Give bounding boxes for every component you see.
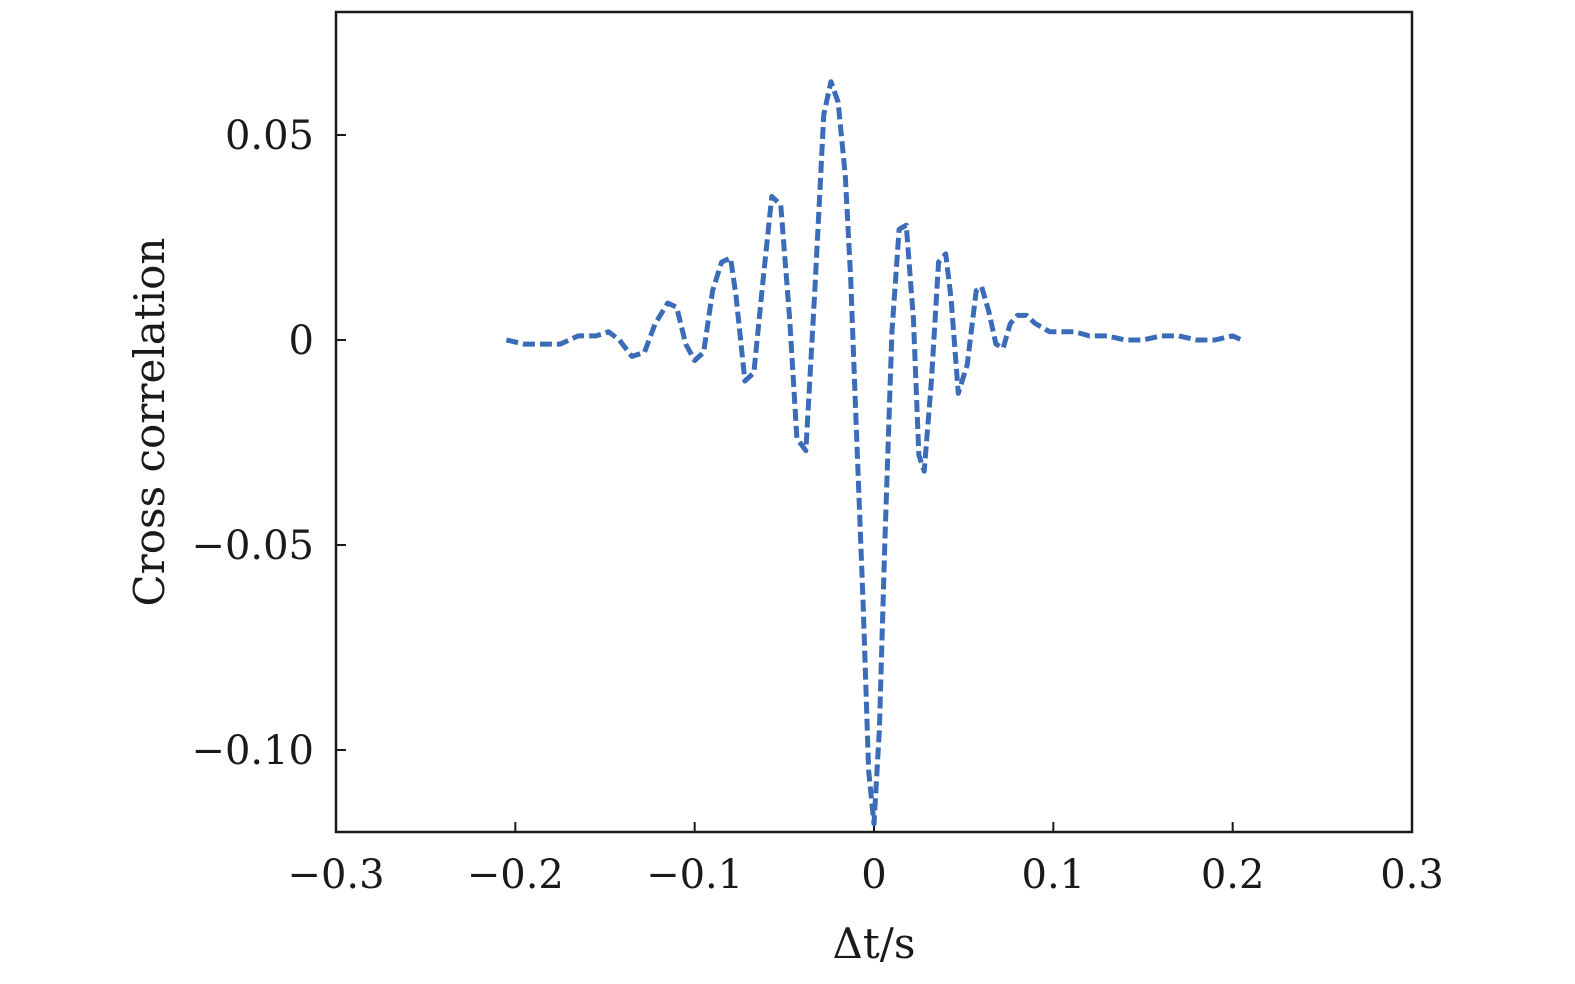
y-tick-label: 0.05 xyxy=(225,113,314,159)
x-tick-label: −0.1 xyxy=(646,852,743,898)
y-tick-label: −0.05 xyxy=(191,523,314,569)
y-tick-label: 0 xyxy=(289,318,314,364)
x-tick-label: −0.3 xyxy=(287,852,384,898)
y-tick-label: −0.10 xyxy=(191,728,314,774)
x-tick-label: 0.1 xyxy=(1022,852,1086,898)
x-axis-ticks: −0.3 −0.2 −0.1 0 0.1 0.2 0.3 xyxy=(287,822,1444,898)
x-tick-label: 0 xyxy=(861,852,886,898)
x-tick-label: 0.2 xyxy=(1201,852,1265,898)
y-axis-ticks: −0.10 −0.05 0 0.05 xyxy=(191,113,346,774)
y-axis-label: Cross correlation xyxy=(125,238,174,607)
x-tick-label: −0.2 xyxy=(467,852,564,898)
x-tick-label: 0.3 xyxy=(1380,852,1444,898)
plot-frame xyxy=(334,10,1414,834)
x-axis-label: Δt/s xyxy=(833,919,916,968)
data-series-line xyxy=(505,79,1243,827)
